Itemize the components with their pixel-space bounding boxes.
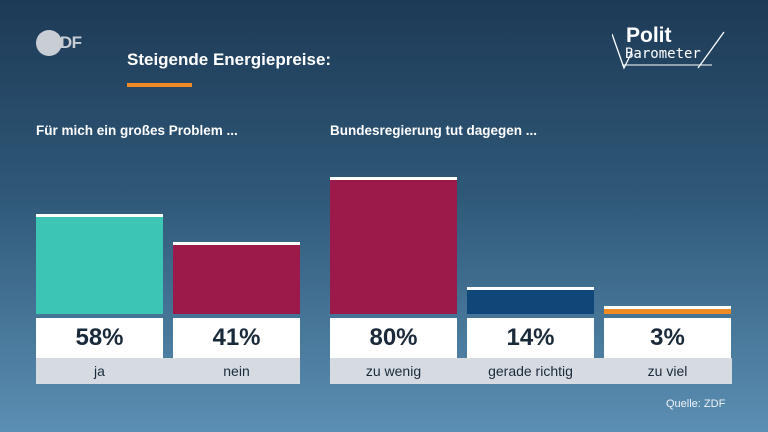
chart-headline: Steigende Energiepreise: — [127, 50, 332, 69]
category-label: zu viel — [647, 363, 688, 379]
value-label: 41% — [173, 318, 300, 358]
value-label: 80% — [330, 318, 457, 358]
zdf-logo-circle — [36, 30, 62, 56]
source-note: Quelle: ZDF — [666, 398, 726, 410]
bar-zu-wenig — [330, 180, 457, 314]
value-label: 58% — [36, 318, 163, 358]
bar-gerade-richtig — [467, 290, 594, 314]
politbarometer-check-icon — [612, 31, 725, 70]
politbarometer-logo-polit: Polit — [626, 24, 672, 47]
bar-top-line — [330, 177, 457, 180]
category-label: gerade richtig — [488, 363, 573, 379]
zdf-logo-text: ZDF — [50, 33, 82, 52]
category-label: ja — [94, 363, 105, 379]
category-label: nein — [223, 363, 250, 379]
zdf-logo: ZDF — [36, 30, 86, 58]
bar-nein — [173, 245, 300, 314]
headline-underline — [127, 83, 192, 87]
category-strip-group-2 — [330, 358, 732, 384]
politbarometer-logo-barometer: Barometer — [625, 46, 701, 62]
category-strip-group-1 — [36, 358, 300, 384]
bar-top-line — [467, 287, 594, 290]
group-label-government: Bundesregierung tut dagegen ... — [330, 123, 538, 138]
bar-ja — [36, 217, 163, 314]
bar-top-line — [36, 214, 163, 217]
category-label: zu wenig — [365, 363, 422, 379]
politbarometer-logo: Polit Barometer — [612, 24, 732, 72]
bar-zu-viel — [604, 309, 731, 314]
value-label: 14% — [467, 318, 594, 358]
value-label: 3% — [604, 318, 731, 358]
bar-top-line — [173, 242, 300, 245]
bar-top-line — [604, 306, 731, 309]
group-label-problem: Für mich ein großes Problem ... — [36, 123, 238, 138]
